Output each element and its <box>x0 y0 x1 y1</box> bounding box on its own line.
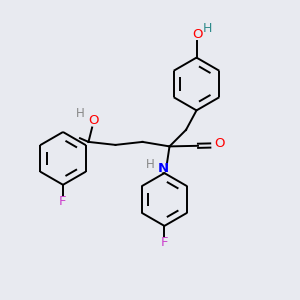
Text: H: H <box>203 22 213 35</box>
Text: F: F <box>59 195 67 208</box>
Text: F: F <box>161 236 168 250</box>
Text: O: O <box>192 28 203 41</box>
Text: O: O <box>215 137 225 150</box>
Text: N: N <box>157 161 169 175</box>
Text: O: O <box>88 114 99 128</box>
Text: H: H <box>146 158 155 171</box>
Text: H: H <box>76 106 85 120</box>
